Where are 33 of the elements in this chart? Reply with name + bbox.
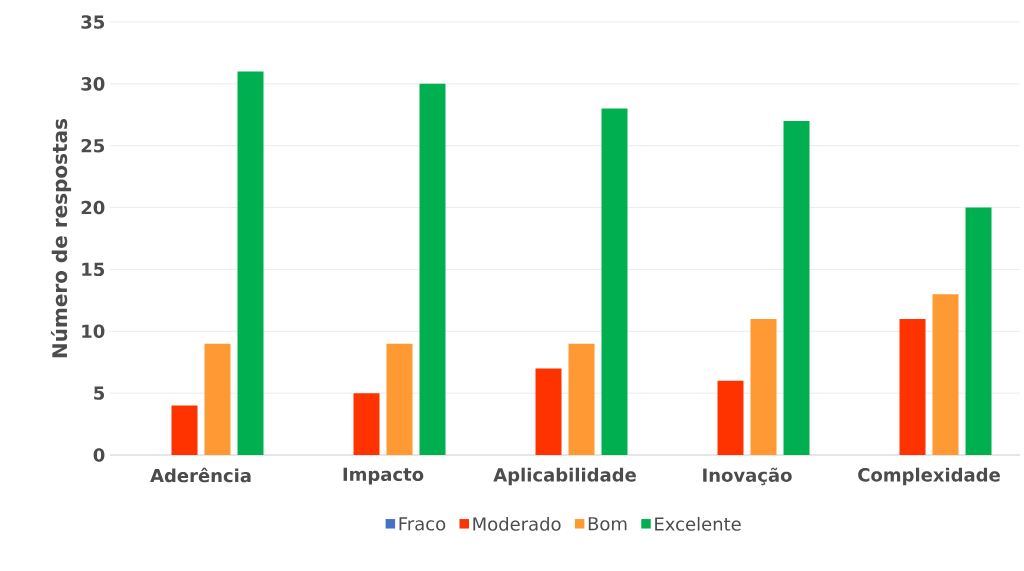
x-tick-label: Impacto: [343, 467, 424, 485]
y-tick-label: 0: [93, 448, 105, 462]
y-tick-label: 20: [81, 200, 105, 215]
bar: [601, 108, 628, 455]
bar: [171, 405, 198, 455]
x-tick-label: Aderência: [150, 467, 251, 483]
y-tick-label: 35: [81, 15, 105, 29]
bar: [419, 83, 446, 455]
x-tick-label: Inovação: [703, 467, 792, 486]
bar: [386, 343, 413, 455]
y-tick-label: 10: [82, 324, 105, 339]
bar: [717, 380, 744, 455]
x-tick-label: Complexidade: [858, 467, 1000, 486]
y-axis-title: Número de respostas: [50, 118, 72, 358]
bar: [204, 343, 231, 455]
bar: [237, 71, 264, 455]
bar: [568, 343, 595, 455]
bar: [965, 207, 992, 455]
legend-label: Bom: [588, 517, 627, 531]
bar: [750, 318, 777, 455]
bar: [353, 393, 380, 455]
bar: [783, 120, 810, 455]
legend-label: Excelente: [655, 516, 741, 531]
y-tick-label: 30: [81, 77, 105, 91]
y-tick-label: 15: [82, 262, 105, 277]
legend-label: Fraco: [399, 517, 446, 531]
y-tick-label: 25: [81, 138, 105, 153]
bar: [932, 294, 959, 455]
bar: [535, 368, 562, 455]
y-tick-label: 5: [94, 386, 105, 400]
bar: [899, 318, 926, 455]
legend-label: Moderado: [473, 516, 561, 531]
x-tick-label: Aplicabilidade: [493, 467, 636, 486]
